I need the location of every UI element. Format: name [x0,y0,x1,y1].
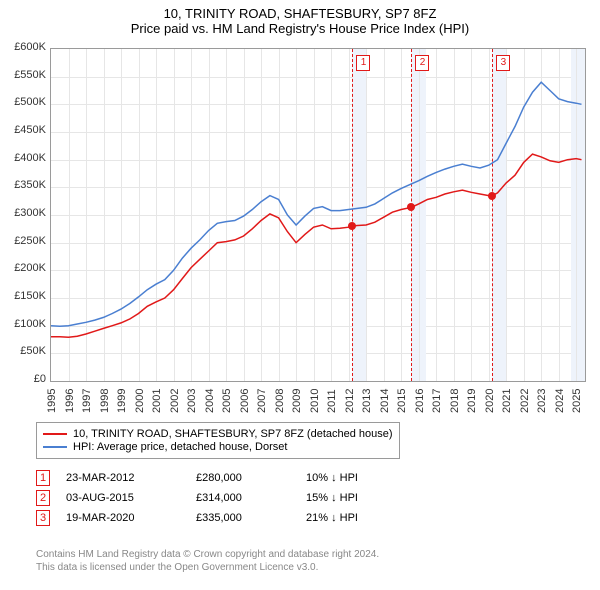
x-axis-tick-label: 2007 [256,389,268,413]
sale-marker-dot [488,192,496,200]
y-axis-tick-label: £0 [6,373,46,385]
series-line [51,154,582,337]
y-axis-tick-label: £300K [6,207,46,219]
event-delta: 15% ↓ HPI [306,492,358,504]
x-axis-tick-label: 2013 [361,389,373,413]
y-axis-tick-label: £450K [6,124,46,136]
event-date: 23-MAR-2012 [66,472,196,484]
x-axis-tick-label: 2015 [396,389,408,413]
event-number-box: 2 [36,490,50,506]
y-axis-tick-label: £350K [6,179,46,191]
x-axis-tick-label: 2017 [431,389,443,413]
x-axis-tick-label: 2001 [151,389,163,413]
attribution-text: Contains HM Land Registry data © Crown c… [36,548,379,574]
x-axis-tick-label: 2024 [554,389,566,413]
event-date: 19-MAR-2020 [66,512,196,524]
event-date: 03-AUG-2015 [66,492,196,504]
chart-title: 10, TRINITY ROAD, SHAFTESBURY, SP7 8FZPr… [0,0,600,36]
attribution-line1: Contains HM Land Registry data © Crown c… [36,548,379,561]
attribution-line2: This data is licensed under the Open Gov… [36,561,379,574]
chart-title-line2: Price paid vs. HM Land Registry's House … [0,21,600,36]
legend-label: HPI: Average price, detached house, Dors… [73,441,287,453]
x-axis-tick-label: 1997 [81,389,93,413]
legend-label: 10, TRINITY ROAD, SHAFTESBURY, SP7 8FZ (… [73,428,393,440]
events-table-row: 1 23-MAR-2012£280,00010% ↓ HPI [36,470,358,486]
series-line [51,82,582,326]
x-axis-tick-label: 2004 [204,389,216,413]
y-axis-tick-label: £600K [6,41,46,53]
event-price: £335,000 [196,512,306,524]
y-axis-tick-label: £200K [6,262,46,274]
event-price: £280,000 [196,472,306,484]
event-number-box: 1 [36,470,50,486]
sale-marker-dot [407,203,415,211]
x-axis-tick-label: 1999 [116,389,128,413]
legend-swatch [43,446,67,448]
x-axis-tick-label: 2016 [414,389,426,413]
x-axis-tick-label: 2003 [186,389,198,413]
x-axis-tick-label: 1995 [46,389,58,413]
x-axis-tick-label: 2014 [379,389,391,413]
events-table-row: 3 19-MAR-2020£335,00021% ↓ HPI [36,510,358,526]
x-axis-tick-label: 2006 [239,389,251,413]
y-axis-tick-label: £500K [6,96,46,108]
sale-marker-dot [348,222,356,230]
y-axis-tick-label: £100K [6,318,46,330]
y-axis-tick-label: £50K [6,345,46,357]
x-axis-tick-label: 2025 [571,389,583,413]
chart-plot-area: 123 [50,48,586,382]
x-axis-tick-label: 2010 [309,389,321,413]
x-axis-tick-label: 2019 [466,389,478,413]
legend-item: HPI: Average price, detached house, Dors… [43,441,393,453]
x-axis-tick-label: 2022 [519,389,531,413]
event-delta: 10% ↓ HPI [306,472,358,484]
legend-swatch [43,433,67,435]
y-axis-tick-label: £150K [6,290,46,302]
x-axis-tick-label: 2011 [326,389,338,413]
event-delta: 21% ↓ HPI [306,512,358,524]
x-axis-tick-label: 2000 [134,389,146,413]
x-axis-tick-label: 1996 [64,389,76,413]
x-axis-tick-label: 2021 [501,389,513,413]
x-axis-tick-label: 2008 [274,389,286,413]
events-table: 1 23-MAR-2012£280,00010% ↓ HPI 2 03-AUG-201… [36,466,358,530]
x-axis-tick-label: 2012 [344,389,356,413]
x-axis-tick-label: 2020 [484,389,496,413]
y-axis-tick-label: £400K [6,152,46,164]
x-axis-tick-label: 1998 [99,389,111,413]
x-axis-tick-label: 2005 [221,389,233,413]
event-price: £314,000 [196,492,306,504]
x-axis-tick-label: 2018 [449,389,461,413]
x-axis-tick-label: 2023 [536,389,548,413]
chart-title-line1: 10, TRINITY ROAD, SHAFTESBURY, SP7 8FZ [0,6,600,21]
events-table-row: 2 03-AUG-2015£314,00015% ↓ HPI [36,490,358,506]
chart-legend: 10, TRINITY ROAD, SHAFTESBURY, SP7 8FZ (… [36,422,400,459]
legend-item: 10, TRINITY ROAD, SHAFTESBURY, SP7 8FZ (… [43,428,393,440]
event-number-box: 3 [36,510,50,526]
y-axis-tick-label: £250K [6,235,46,247]
y-axis-tick-label: £550K [6,69,46,81]
x-axis-tick-label: 2002 [169,389,181,413]
chart-lines [51,49,585,381]
x-axis-tick-label: 2009 [291,389,303,413]
